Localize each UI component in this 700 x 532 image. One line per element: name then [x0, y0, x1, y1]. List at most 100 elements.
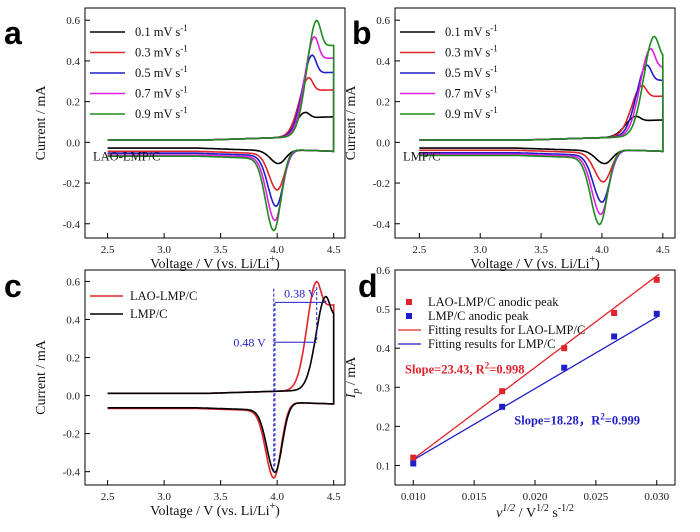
panel-d-fit-line [410, 273, 660, 462]
panel-a-legend-sup: -1 [180, 23, 188, 33]
panel-a-legend-text: 0.3 mV s [135, 46, 180, 60]
panel-b-xtick-label: 4.5 [656, 244, 670, 256]
panel-a-legend-sup: -1 [180, 44, 188, 54]
panel-d-fit-label-text: Slope=18.28，R [514, 413, 601, 427]
panel-b-legend-text: 0.5 mV s [445, 66, 490, 80]
panel-d-xlabel: ν1/2 / V1/2 s-1/2 [496, 503, 574, 521]
panel-a-legend-label: 0.9 mV s-1 [135, 105, 188, 121]
panel-a-legend-text: 0.1 mV s [135, 25, 180, 39]
panel-a-ytick-label: -0.2 [63, 178, 80, 190]
panel-a-xtick-label: 3.0 [157, 244, 171, 256]
panel-d-fit-label-text: Slope=23.43, R [405, 363, 486, 377]
panel-label-c: c [4, 268, 22, 304]
panel-b-xlabel-tail: ) [595, 257, 600, 272]
panel-c-annotation-label: 0.48 V [233, 335, 266, 349]
panel-d-legend-label: Fitting results for LAO-LMP/C [428, 323, 585, 337]
panel-c-axes: 2.5 3.0 3.5 4.0 4.5 -0.4 -0.2 0.0 0.2 0.4 0.6 Volta… [34, 269, 346, 519]
panel-b-ytick-label: 0.4 [376, 56, 390, 68]
panel-a-legend-label: 0.7 mV s-1 [135, 85, 188, 101]
panel-b-ylabel: Current / mA [344, 85, 359, 161]
panel-d-fit-label-tail: =0.998 [489, 363, 524, 377]
panel-a-ytick-label: 0.6 [66, 15, 80, 27]
panel-b-legend-sup: -1 [490, 64, 498, 74]
panel-a-xlabel-main: Voltage / V (vs. Li/Li [150, 257, 270, 272]
panel-d-xtick-label: 0.030 [644, 491, 669, 503]
panel-a-legend-label: 0.5 mV s-1 [135, 64, 188, 80]
panel-a-xtick-label: 2.5 [101, 244, 115, 256]
panel-c-xtick-label: 4.5 [327, 491, 341, 503]
panel-a-ytick-label: 0.2 [66, 97, 80, 109]
panel-b-legend-text: 0.9 mV s [445, 107, 490, 121]
panel-d-xtick-label: 0.015 [462, 491, 487, 503]
panel-d-xlabel-main: ν [496, 506, 503, 521]
panel-d-ytick-label: 0.3 [376, 382, 390, 394]
panel-d-xlabel-mid: / V [515, 506, 536, 521]
panel-d-axes: 0.010 0.015 0.020 0.025 0.030 0.1 0.2 0.3 0.4 0.5… [344, 265, 676, 521]
panel-d-data-point [499, 388, 506, 395]
panel-b-ytick-label: -0.2 [373, 178, 390, 190]
panel-label-b: b [352, 15, 372, 51]
panel-c-xlabel-main: Voltage / V (vs. Li/Li [150, 504, 270, 519]
panel-b-ytick-label: 0.0 [376, 137, 390, 149]
panel-c-xlabel-tail: ) [275, 504, 280, 519]
panel-c-ytick-label: -0.2 [63, 429, 80, 441]
panel-c-frame [84, 269, 346, 486]
panel-c-ylabel: Current / mA [34, 339, 49, 415]
panel-d-ytick-label: 0.6 [376, 265, 390, 277]
panel-b-annotation: LMP/C [403, 150, 441, 164]
panel-a-axes: 2.5 3.0 3.5 4.0 4.5 -0.4 -0.2 0.0 0.2 0.4 0.6 Volta… [34, 7, 346, 272]
panel-d-data-point [653, 276, 660, 283]
panel-label-d: d [358, 268, 378, 304]
panel-d-ylabel-tail: / mA [344, 356, 359, 389]
panel-c-annotation-label: 0.38 V [284, 286, 317, 300]
panel-d-data-point [499, 403, 506, 410]
panel-d-xtick-label: 0.010 [401, 491, 426, 503]
panel-a-cv-curve [107, 35, 335, 222]
panel-a-legend-label: 0.1 mV s-1 [135, 23, 188, 39]
panel-b-frame [394, 7, 676, 239]
panel-c-xtick-label: 2.5 [101, 491, 115, 503]
panel-b-xlabel-sup: + [590, 254, 596, 265]
panel-d-legend-label: LAO-LMP/C anodic peak [428, 295, 559, 309]
panel-b-legend-sup: -1 [490, 105, 498, 115]
panel-a-legend-sup: -1 [180, 64, 188, 74]
panel-label-a: a [4, 15, 22, 51]
panel-a-xlabel-tail: ) [275, 257, 280, 272]
panel-a-xtick-label: 4.5 [327, 244, 341, 256]
panel-b-xtick-label: 3.0 [473, 244, 487, 256]
panel-b-xtick-label: 3.5 [534, 244, 548, 256]
panel-a-legend-text: 0.5 mV s [135, 66, 180, 80]
panel-d-xtick-label: 0.025 [583, 491, 608, 503]
panel-a-cv-curve [107, 19, 335, 232]
panel-a-legend-text: 0.7 mV s [135, 87, 180, 101]
panel-c-ytick-label: 0.2 [66, 353, 80, 365]
panel-b-cv-curve [419, 35, 664, 226]
panel-d-ytick-label: 0.1 [376, 460, 390, 472]
panel-b-legend-label: 0.1 mV s-1 [445, 23, 498, 39]
panel-d-ylabel: Ip / mA [344, 356, 362, 399]
panel-d-xlabel-sup: -1/2 [558, 503, 574, 514]
panel-c-ytick-label: 0.4 [66, 314, 80, 326]
panel-c-cv-curve [107, 295, 335, 474]
panel-d-legend-swatch [406, 313, 412, 319]
panel-d-ytick-label: 0.2 [376, 421, 390, 433]
panel-c-legend-label: LMP/C [130, 307, 168, 321]
panel-b-ytick-label: -0.4 [373, 219, 391, 231]
panel-d-data-point [561, 345, 568, 352]
panel-d-fit-label-tail: =0.999 [605, 413, 640, 427]
panel-a-xlabel-sup: + [270, 254, 276, 265]
panel-b-legend-label: 0.5 mV s-1 [445, 64, 498, 80]
panel-a-frame [84, 7, 346, 239]
panel-a-xtick-label: 3.5 [214, 244, 228, 256]
panel-a-ylabel: Current / mA [34, 85, 49, 161]
panel-d-data-point [611, 333, 618, 340]
panel-d-ylabel-sub: p [351, 389, 362, 395]
panel-a-ytick-label: 0.0 [66, 137, 80, 149]
panel-b-xlabel-main: Voltage / V (vs. Li/Li [470, 257, 590, 272]
panel-a-legend-sup: -1 [180, 85, 188, 95]
panel-d-data-point [410, 460, 417, 467]
panel-d-legend-label: LMP/C anodic peak [428, 309, 529, 323]
panel-c-legend-label: LAO-LMP/C [130, 289, 197, 303]
panel-a-ytick-label: -0.4 [63, 219, 81, 231]
